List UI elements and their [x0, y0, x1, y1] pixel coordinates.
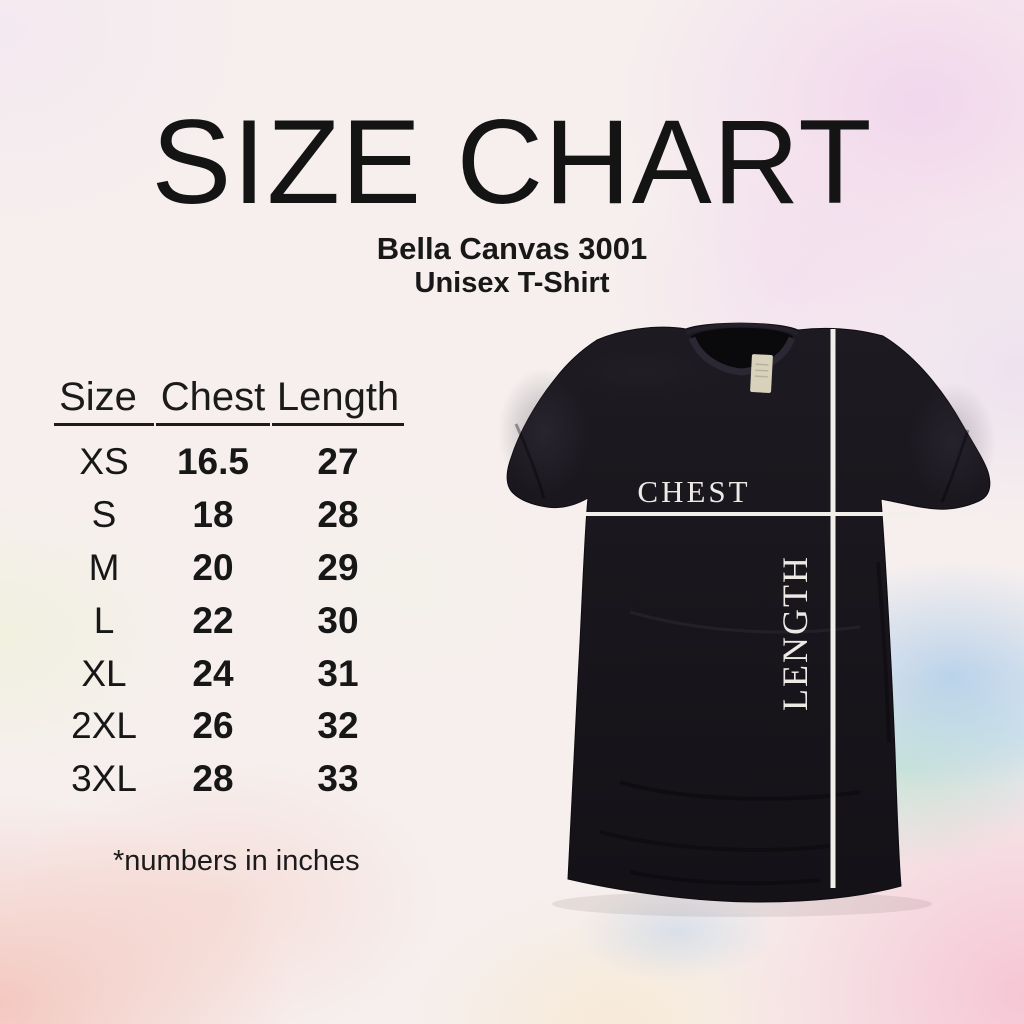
neck-tag: [750, 354, 773, 393]
size-table: Size Chest Length XS 16.5 27 S 18 28 M 2…: [40, 364, 418, 806]
table-cell-size: XS: [79, 441, 129, 483]
table-cell-chest: 24: [192, 652, 234, 694]
length-label: LENGTH: [775, 555, 815, 711]
column-header-chest: Chest: [155, 364, 271, 436]
product-name: Bella Canvas 3001: [376, 231, 648, 266]
table-cell-length: 28: [317, 494, 359, 536]
table-cell-size: 3XL: [71, 758, 137, 800]
table-cell-chest: 16.5: [176, 441, 249, 483]
sleeve-highlight-left: [498, 368, 590, 496]
sleeve-highlight-right: [908, 382, 996, 502]
table-cell-size: L: [93, 599, 115, 641]
table-cell-length: 27: [317, 441, 359, 483]
units-footnote: *numbers in inches: [113, 845, 360, 877]
collar-band: [688, 336, 796, 376]
table-cell-size: S: [91, 494, 117, 536]
table-cell-length: 30: [317, 599, 359, 641]
fabric-wrinkles: [599, 561, 891, 886]
table-cell-chest: 18: [192, 494, 234, 536]
table-cell-chest: 22: [192, 599, 234, 641]
table-cell-size: XL: [81, 652, 127, 694]
table-cell-size: 2XL: [71, 705, 137, 747]
table-cell-chest: 20: [192, 546, 234, 588]
table-cell-length: 32: [317, 705, 359, 747]
table-cell-chest: 28: [192, 758, 234, 800]
cuff-fold-right: [940, 429, 970, 503]
fabric-sheen: [629, 610, 861, 634]
table-cell-length: 33: [317, 758, 359, 800]
column-header-size: Size: [40, 364, 168, 436]
chest-label: CHEST: [637, 474, 750, 509]
page-title: SIZE CHART: [151, 95, 873, 229]
product-type: Unisex T-Shirt: [414, 267, 610, 299]
cuff-fold-left: [514, 423, 546, 499]
collar-outer-edge: [685, 322, 799, 336]
shoulder-highlight: [555, 344, 725, 400]
table-cell-chest: 26: [192, 705, 234, 747]
tshirt-silhouette: [506, 322, 991, 903]
tshirt-photo: CHEST LENGTH: [498, 322, 996, 917]
table-cell-size: M: [88, 546, 120, 588]
table-cell-length: 29: [317, 546, 359, 588]
table-cell-length: 31: [317, 652, 359, 694]
column-header-length: Length: [258, 364, 418, 436]
